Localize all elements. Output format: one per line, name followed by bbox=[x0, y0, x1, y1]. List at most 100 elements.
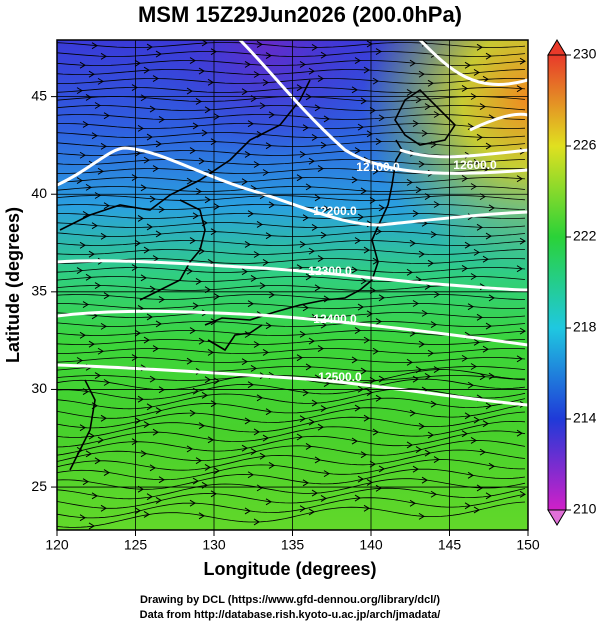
stream-arrow bbox=[485, 232, 492, 240]
stream-arrow bbox=[372, 167, 379, 175]
stream-arrow bbox=[479, 193, 486, 201]
stream-arrow bbox=[305, 183, 312, 191]
credit: Data from http://database.rish.kyoto-u.a… bbox=[140, 609, 441, 621]
stream-arrow bbox=[85, 450, 92, 458]
stream-arrow bbox=[134, 417, 141, 425]
stream-arrow bbox=[140, 274, 147, 282]
stream-arrow bbox=[97, 347, 104, 355]
stream-arrow bbox=[213, 377, 220, 385]
stream-arrow bbox=[476, 484, 483, 492]
stream-arrow bbox=[320, 141, 327, 149]
stream-arrow bbox=[88, 70, 95, 78]
stream-arrow bbox=[140, 94, 147, 102]
stream-arrow bbox=[213, 467, 220, 475]
stream-arrow bbox=[366, 479, 373, 486]
stream-arrow bbox=[244, 241, 251, 248]
stream-arrow bbox=[485, 52, 492, 60]
stream-arrow bbox=[131, 84, 138, 91]
stream-arrow bbox=[299, 150, 306, 158]
stream-arrow bbox=[354, 57, 361, 65]
stream-arrow bbox=[360, 451, 367, 459]
stream-arrow bbox=[482, 255, 489, 263]
stream-arrow bbox=[461, 264, 468, 272]
stream-arrow bbox=[265, 232, 272, 240]
stream-arrow bbox=[433, 291, 440, 298]
stream-arrow bbox=[302, 214, 309, 222]
stream-arrow bbox=[76, 357, 83, 364]
stream-arrow bbox=[461, 85, 468, 92]
stream-arrow bbox=[369, 106, 376, 114]
stream-arrow bbox=[302, 124, 309, 132]
stream-arrow bbox=[418, 422, 425, 430]
stream-arrow bbox=[479, 103, 486, 111]
stream-arrow bbox=[100, 504, 107, 512]
stream-arrow bbox=[201, 391, 208, 399]
stream-arrow bbox=[262, 434, 269, 442]
stream-arrow bbox=[155, 140, 162, 148]
stream-arrow bbox=[91, 132, 98, 140]
contour-line bbox=[57, 259, 528, 292]
stream-arrow bbox=[189, 327, 196, 335]
streamline bbox=[57, 222, 526, 228]
stream-arrow bbox=[189, 499, 196, 507]
stream-arrow bbox=[433, 456, 440, 463]
contour-label: 12400.0 bbox=[313, 312, 357, 326]
stream-arrow bbox=[351, 266, 358, 274]
stream-arrow bbox=[247, 120, 254, 128]
stream-arrow bbox=[406, 441, 413, 449]
streamline bbox=[57, 440, 526, 462]
stream-arrow bbox=[244, 331, 251, 338]
stream-arrow bbox=[418, 250, 425, 258]
stream-arrow bbox=[198, 67, 205, 75]
stream-arrow bbox=[265, 322, 272, 330]
stream-arrow bbox=[189, 57, 196, 65]
stream-arrow bbox=[424, 449, 431, 457]
stream-arrow bbox=[378, 375, 385, 383]
stream-arrow bbox=[158, 296, 165, 303]
stream-arrow bbox=[210, 400, 217, 408]
stream-arrow bbox=[213, 113, 220, 121]
stream-arrow bbox=[375, 138, 382, 145]
stream-arrow bbox=[82, 211, 89, 218]
stream-arrow bbox=[473, 248, 480, 256]
stream-arrow bbox=[375, 318, 382, 325]
stream-arrow bbox=[134, 149, 141, 157]
stream-arrow bbox=[192, 302, 199, 310]
stream-arrow bbox=[375, 394, 382, 402]
streamline bbox=[57, 294, 526, 300]
stream-arrow bbox=[256, 394, 263, 402]
streamline bbox=[57, 388, 526, 410]
stream-arrow bbox=[302, 304, 309, 312]
stream-arrow bbox=[311, 44, 318, 51]
stream-arrow bbox=[369, 196, 376, 204]
stream-arrow bbox=[488, 294, 495, 302]
stream-arrow bbox=[427, 259, 434, 267]
stream-arrow bbox=[317, 165, 324, 173]
stream-arrow bbox=[131, 174, 138, 181]
stream-arrow bbox=[79, 331, 86, 339]
stream-arrow bbox=[305, 363, 312, 371]
stream-arrow bbox=[213, 203, 220, 211]
stream-arrow bbox=[186, 177, 193, 185]
stream-arrow bbox=[143, 66, 150, 74]
stream-arrow bbox=[461, 430, 468, 438]
stream-arrow bbox=[94, 282, 101, 289]
stream-arrow bbox=[85, 93, 92, 101]
colorbar-extend bbox=[547, 509, 567, 526]
streamline bbox=[57, 177, 526, 183]
stream-arrow bbox=[296, 433, 303, 441]
stream-arrow bbox=[314, 456, 321, 464]
stream-arrow bbox=[250, 364, 257, 372]
stream-arrow bbox=[210, 138, 217, 146]
stream-arrow bbox=[143, 511, 150, 518]
stream-arrow bbox=[424, 373, 431, 380]
stream-arrow bbox=[76, 267, 83, 274]
stream-arrow bbox=[137, 124, 144, 132]
y-axis-label: Latitude (degrees) bbox=[3, 207, 23, 363]
streamline bbox=[57, 430, 526, 456]
stream-arrow bbox=[259, 452, 266, 460]
stream-arrow bbox=[143, 336, 150, 344]
stream-arrow bbox=[354, 147, 361, 155]
stream-arrow bbox=[317, 75, 324, 83]
